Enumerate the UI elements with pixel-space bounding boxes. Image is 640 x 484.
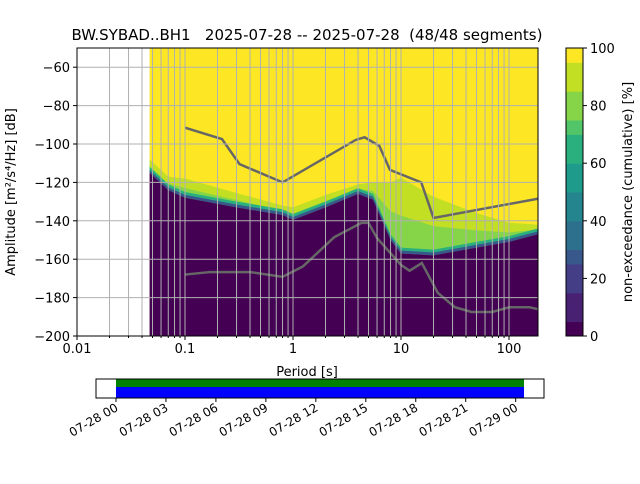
colorbar-step [566, 120, 583, 135]
colorbar-step [566, 307, 583, 323]
colorbar-step [566, 148, 583, 164]
colorbar-step [566, 206, 583, 222]
colorbar-tick-label: 40 [590, 215, 607, 230]
chart-title: BW.SYBAD..BH1 2025-07-28 -- 2025-07-28 (… [72, 26, 543, 44]
colorbar-step [566, 177, 583, 193]
time-tick-label: 07-28 12 [267, 400, 321, 439]
x-tick-label: 0.1 [175, 342, 196, 357]
noise-model-nhnm [184, 126, 538, 220]
coverage-frame [95, 378, 545, 399]
y-tick-label: −100 [34, 138, 70, 153]
x-tick-label: 10 [393, 342, 410, 357]
colorbar-label: non-exceedance (cumulative) [%] [621, 82, 636, 302]
plot-frame [76, 47, 539, 337]
time-tick-label: 07-28 21 [417, 400, 471, 439]
y-tick-label: −160 [34, 253, 70, 268]
time-tick-label: 07-29 00 [466, 400, 520, 439]
colorbar-frame [565, 47, 584, 337]
x-tick-label: 1 [289, 342, 297, 357]
data-coverage-bar [115, 379, 525, 387]
y-tick-label: −140 [34, 215, 70, 230]
colorbar-step [566, 76, 583, 92]
y-tick-label: −60 [43, 61, 70, 76]
colorbar-tick-label: 80 [590, 100, 607, 115]
colorbar-step [566, 48, 583, 63]
colorbar-tick-label: 60 [590, 157, 607, 172]
time-tick-label: 07-28 09 [217, 400, 271, 439]
grid [76, 48, 538, 337]
colorbar-step [566, 278, 583, 294]
x-tick-label: 0.01 [63, 342, 92, 357]
x-axis-label: Period [s] [276, 365, 338, 380]
histogram-band-green [149, 166, 538, 256]
y-tick-label: −180 [34, 292, 70, 307]
colorbar-step [566, 62, 583, 78]
colorbar-step [566, 292, 583, 308]
colorbar-step [566, 91, 583, 107]
y-tick-label: −200 [34, 330, 70, 345]
time-tick-label: 07-28 15 [317, 400, 371, 439]
colorbar-step [566, 249, 583, 265]
colorbar-step [566, 134, 583, 150]
colorbar-step [566, 192, 583, 207]
colorbar-tick-label: 100 [590, 42, 615, 57]
time-tick-label: 07-28 18 [367, 400, 421, 439]
colorbar-tick-label: 20 [590, 272, 607, 287]
used-coverage-bar [115, 387, 525, 398]
time-tick-label: 07-28 00 [67, 400, 121, 439]
time-tick-label: 07-28 03 [117, 400, 171, 439]
y-axis-label: Amplitude [m²/s⁴/Hz] [dB] [4, 108, 19, 276]
ppsd-plot-area: 0.01 0.1 1 10 100 −60 −80 −100 −120 −140 −160 −180 −… [34, 47, 539, 357]
colorbar: 0 20 40 60 80 100 [565, 42, 615, 345]
colorbar-step [566, 220, 583, 236]
colorbar-step [566, 264, 583, 279]
y-tick-label: −80 [43, 100, 70, 115]
y-tick-label: −120 [34, 176, 70, 191]
x-tick-label: 100 [497, 342, 522, 357]
time-tick-label: 07-28 06 [167, 400, 221, 439]
colorbar-tick-label: 0 [590, 330, 598, 345]
colorbar-step [566, 105, 583, 121]
colorbar-step [566, 235, 583, 251]
colorbar-step [566, 163, 583, 179]
colorbar-step [566, 321, 583, 337]
